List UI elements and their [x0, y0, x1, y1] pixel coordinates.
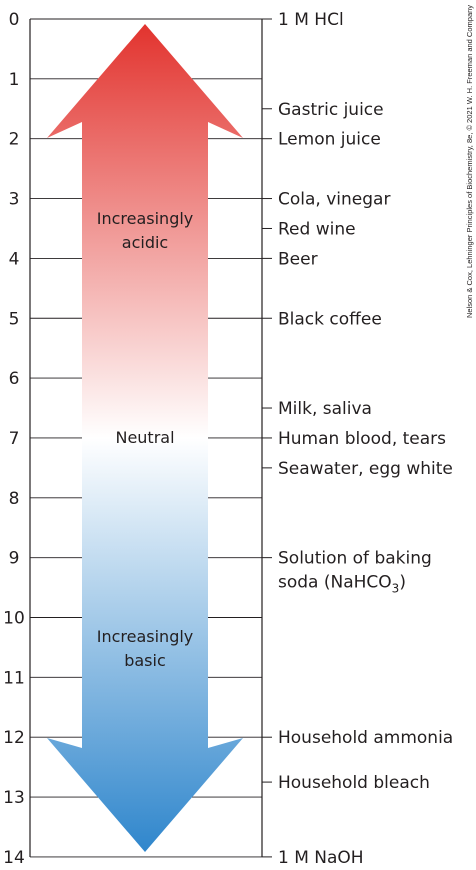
- substance-label: Gastric juice: [278, 100, 384, 120]
- basic-label-line1: Increasingly: [97, 627, 194, 646]
- tick-label-ph-11: 11: [3, 668, 25, 688]
- tick-label-ph-9: 9: [9, 549, 20, 569]
- substance-label-line2-end: ): [399, 573, 406, 593]
- substance-label: Household ammonia: [278, 728, 453, 748]
- substance-label: Solution of baking: [278, 549, 432, 569]
- substance-label: Beer: [278, 249, 318, 269]
- tick-label-ph-8: 8: [9, 489, 20, 509]
- substance-label: Milk, saliva: [278, 399, 372, 419]
- tick-label-ph-0: 0: [9, 10, 20, 30]
- substance-label: Red wine: [278, 219, 356, 239]
- ph-gradient-arrow: [47, 24, 243, 852]
- tick-label-ph-7: 7: [9, 429, 20, 449]
- neutral-label: Neutral: [115, 428, 174, 447]
- tick-label-ph-10: 10: [3, 609, 25, 629]
- substance-label: 1 M NaOH: [278, 848, 364, 868]
- basic-label-line2: basic: [124, 651, 166, 670]
- substance-label: Seawater, egg white: [278, 459, 453, 479]
- substance-label-subscript: 3: [392, 582, 400, 596]
- tick-label-ph-12: 12: [3, 728, 25, 748]
- substance-label: Household bleach: [278, 773, 430, 793]
- tick-label-ph-13: 13: [3, 788, 25, 808]
- acidic-label-line1: Increasingly: [97, 209, 194, 228]
- substance-label: 1 M HCl: [278, 10, 344, 30]
- substance-label-line2: soda (NaHCO3): [278, 573, 406, 596]
- tick-label-ph-2: 2: [9, 130, 20, 150]
- acidic-label-line2: acidic: [122, 233, 168, 252]
- substance-list: 1 M HCl Gastric juice Lemon juice Cola, vin…: [262, 10, 453, 868]
- credit-line: Nelson & Cox, Lehninger Principles of Bi…: [465, 5, 474, 318]
- substance-label: Cola, vinegar: [278, 190, 390, 210]
- substance-label: Black coffee: [278, 309, 382, 329]
- substance-label: Lemon juice: [278, 130, 381, 150]
- substance-label: Human blood, tears: [278, 429, 446, 449]
- substance-label-line2-main: soda (NaHCO: [278, 573, 392, 593]
- tick-label-ph-6: 6: [9, 369, 20, 389]
- tick-label-ph-4: 4: [9, 249, 20, 269]
- tick-label-ph-1: 1: [9, 70, 20, 90]
- tick-label-ph-3: 3: [9, 190, 20, 210]
- tick-label-ph-14: 14: [3, 848, 25, 868]
- tick-label-ph-5: 5: [9, 309, 20, 329]
